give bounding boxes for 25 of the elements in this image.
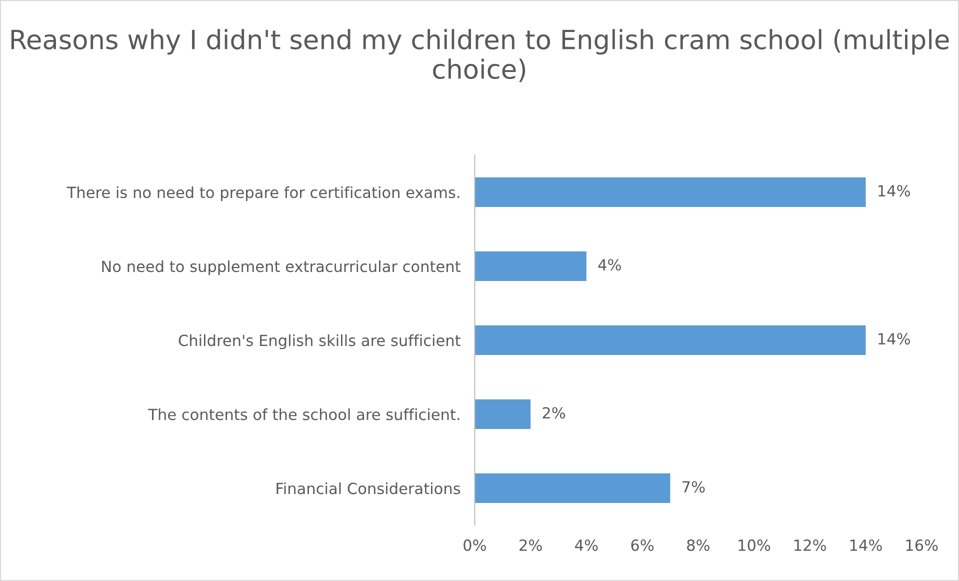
bar [474,325,866,355]
bar [474,177,866,207]
data-label: 4% [598,259,621,271]
data-label: 7% [682,481,705,493]
y-tick-label: The contents of the school are sufficient. [148,408,460,420]
bar [474,473,670,504]
y-tick-label: Children's English skills are sufficient [178,334,460,350]
bar [474,251,586,281]
x-tick-label: 14% [850,539,882,551]
data-label: 2% [542,407,566,419]
data-label: 14% [878,333,910,345]
x-tick-label: 16% [906,539,938,551]
y-tick-label: No need to supplement extracurricular content [102,260,460,276]
chart-title: Reasons why I didn't send my children to English cram school (multiple choice) [11,29,949,82]
x-tick-label: 10% [738,539,770,551]
x-tick-label: 12% [794,539,826,551]
x-tick-label: 0% [464,539,486,551]
x-tick-label: 4% [575,539,598,551]
x-tick-label: 8% [687,539,710,551]
bar [474,399,531,429]
x-tick-label: 2% [520,539,542,551]
y-tick-label: There is no need to prepare for certification exams. [66,186,460,202]
y-tick-label: Financial Considerations [276,482,460,494]
x-tick-label: 6% [631,539,654,551]
data-label: 14% [878,185,910,197]
